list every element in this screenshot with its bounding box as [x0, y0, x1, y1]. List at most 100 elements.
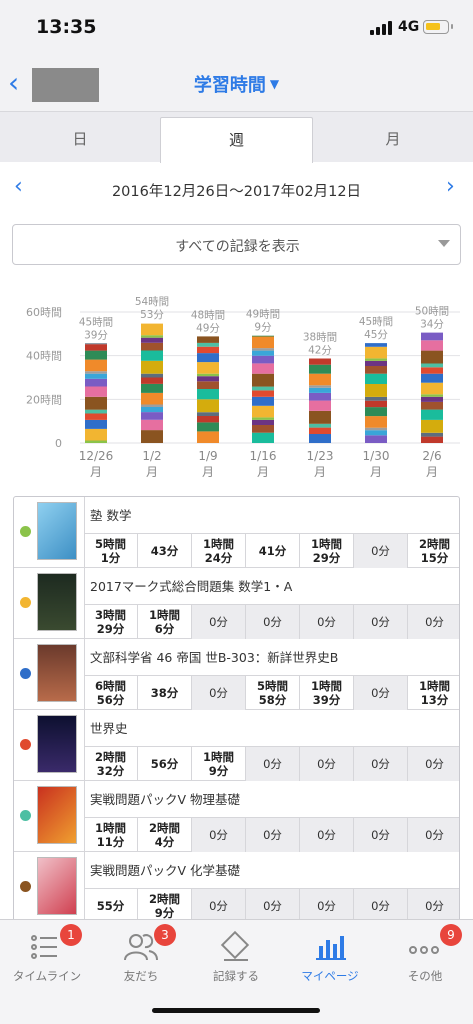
bar-segment [365, 373, 387, 384]
time-cell: 0分 [353, 889, 407, 920]
record-row[interactable]: 実戦問題パックV 化学基礎 55分 2時間 9分 0分 0分 0分 0分 0分 [14, 852, 459, 920]
battery-icon [423, 20, 453, 34]
time-cell: 2時間 9分 [137, 889, 191, 920]
friends-badge: 3 [154, 924, 176, 946]
time-cell-text: 2時間 32分 [95, 750, 126, 778]
tab-day[interactable]: 日 [72, 130, 88, 148]
x-tick-label: 月 [202, 465, 214, 479]
time-cell-line: 0分 [317, 757, 336, 771]
time-cell-line: 3時間 [94, 608, 126, 622]
bar-total-label: 45時間 [359, 316, 393, 328]
time-cell-line: 1時間 [148, 608, 180, 622]
y-tick-label: 0 [55, 437, 62, 450]
tab-timeline-label: タイムライン [12, 969, 82, 983]
time-cell-line: 6時間 [94, 679, 126, 693]
prev-range-icon[interactable]: ‹ [14, 174, 23, 199]
weekly-time-cells: 5時間 1分 43分 1時間 24分 41分 1時間 29分 0分 2時間 15分 [84, 533, 459, 568]
x-tick-label: 2/6 [422, 449, 441, 463]
bar-total-label: 48時間 [191, 309, 225, 321]
tab-timeline[interactable]: 1 タイムライン [0, 924, 94, 984]
time-cell: 5時間 1分 [84, 534, 137, 568]
bar-segment [252, 363, 274, 374]
time-cell-text: 0分 [371, 828, 390, 842]
bar-segment [85, 413, 107, 420]
bar-segment [365, 366, 387, 374]
page-title[interactable]: 学習時間 ▼ [0, 71, 473, 97]
time-cell-line: 1分 [100, 551, 121, 565]
x-tick-label: 月 [146, 465, 158, 479]
time-cell-text: 1時間 11分 [95, 821, 126, 849]
bar-segment [85, 343, 107, 345]
weekly-time-cells: 1時間 11分 2時間 4分 0分 0分 0分 0分 0分 [84, 817, 459, 852]
time-cell-line: 0分 [371, 544, 390, 558]
time-cell-line: 2時間 [148, 821, 180, 835]
time-cell-line: 9分 [154, 906, 175, 920]
time-cell: 41分 [245, 534, 299, 568]
time-cell-line: 0分 [317, 615, 336, 629]
time-cell-line: 2時間 [418, 537, 450, 551]
divider [84, 568, 85, 638]
more-badge: 9 [440, 924, 462, 946]
tab-record[interactable]: 記録する [189, 930, 283, 984]
list-icon: 1 [0, 924, 94, 966]
time-cell: 1時間 6分 [137, 605, 191, 639]
user-name-redacted [32, 68, 99, 102]
bar-segment [85, 359, 107, 372]
bar-segment [85, 386, 107, 397]
time-cell: 0分 [353, 747, 407, 781]
bar-segment [309, 427, 331, 434]
bar-segment [141, 404, 163, 407]
tab-friends[interactable]: 3 友だち [94, 924, 188, 984]
bar-total-label: 38時間 [303, 332, 337, 344]
x-tick-label: 月 [426, 465, 438, 479]
time-cell: 1時間 11分 [84, 818, 137, 852]
network-type: 4G [398, 19, 420, 35]
time-cell-line: 1時間 [202, 537, 234, 551]
record-row[interactable]: 2017マーク式総合問題集 数学1・A 3時間 29分 1時間 6分 0分 0分 0分 0分 0分 [14, 568, 459, 639]
record-color-dot [20, 668, 31, 679]
time-cell: 0分 [353, 534, 407, 568]
time-cell-text: 6時間 56分 [95, 679, 126, 707]
record-name: 実戦問題パックV 化学基礎 [90, 863, 241, 878]
bar-segment [85, 373, 107, 379]
record-row[interactable]: 文部科学省 46 帝国 世B-303：新詳世界史B 6時間 56分 38分 0分 5時間 5… [14, 639, 459, 710]
time-cell-line: 11分 [96, 835, 125, 849]
record-name: 世界史 [90, 721, 128, 736]
record-row[interactable]: 実戦問題パックV 物理基礎 1時間 11分 2時間 4分 0分 0分 0分 0分 0分 [14, 781, 459, 852]
bar-segment [252, 419, 274, 425]
book-cover-image [37, 573, 77, 631]
bar-segment [421, 350, 443, 364]
time-cell-text: 0分 [317, 899, 336, 913]
time-cell-text: 2時間 4分 [149, 821, 180, 849]
record-name: 塾 数学 [90, 508, 132, 523]
bar-segment [85, 378, 107, 387]
record-color-dot [20, 739, 31, 750]
time-cell-line: 0分 [371, 828, 390, 842]
chevron-left-icon[interactable]: ‹ [8, 66, 20, 99]
tab-week[interactable]: 週 [160, 117, 313, 163]
time-cell-text: 41分 [259, 544, 287, 558]
record-row[interactable]: 塾 数学 5時間 1分 43分 1時間 24分 41分 1時間 29分 0分 2時間 15分 [14, 497, 459, 568]
time-cell-line: 1時間 [418, 679, 450, 693]
time-cell-text: 38分 [151, 686, 179, 700]
bar-segment [141, 392, 163, 405]
weekly-time-cells: 2時間 32分 56分 1時間 9分 0分 0分 0分 0分 [84, 746, 459, 781]
tab-more[interactable]: 9 その他 [378, 924, 472, 984]
time-cell-line: 0分 [371, 899, 390, 913]
time-cell: 1時間 13分 [407, 676, 459, 710]
time-cell-text: 1時間 24分 [203, 537, 234, 565]
time-cell: 0分 [299, 605, 353, 639]
record-name: 2017マーク式総合問題集 数学1・A [90, 579, 293, 594]
bar-total-label: 45分 [364, 329, 388, 341]
time-cell-text: 0分 [317, 757, 336, 771]
time-cell-line: 32分 [96, 764, 125, 778]
x-tick-label: 1/23 [307, 449, 334, 463]
time-cell-text: 1時間 29分 [311, 537, 342, 565]
bar-segment [309, 400, 331, 411]
record-filter-select[interactable]: すべての記録を表示 [12, 224, 461, 265]
time-cell: 2時間 4分 [137, 818, 191, 852]
tab-month[interactable]: 月 [385, 130, 401, 148]
next-range-icon[interactable]: › [446, 174, 455, 199]
record-row[interactable]: 世界史 2時間 32分 56分 1時間 9分 0分 0分 0分 0分 [14, 710, 459, 781]
tab-mypage[interactable]: マイページ [283, 930, 377, 984]
